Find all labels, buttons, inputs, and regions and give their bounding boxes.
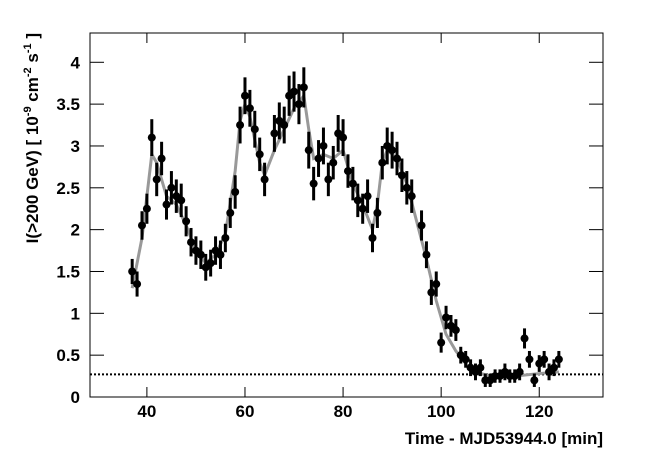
data-point — [152, 175, 161, 184]
data-point — [348, 179, 357, 188]
data-point — [427, 288, 436, 297]
data-point — [353, 196, 362, 205]
y-tick-label: 4 — [71, 53, 81, 72]
data-point — [451, 326, 460, 335]
y-tick-label: 0.5 — [56, 346, 80, 365]
y-label-text: I(>200 GeV) [ 10 — [23, 116, 42, 243]
data-point — [442, 313, 451, 322]
data-point — [363, 192, 372, 201]
x-tick-label: 100 — [427, 402, 455, 421]
data-point — [378, 158, 387, 167]
y-tick-label: 2 — [71, 221, 80, 240]
data-point — [162, 200, 171, 209]
data-point — [133, 280, 142, 289]
data-point — [515, 367, 524, 376]
x-axis-label: Time - MJD53944.0 [min] — [405, 429, 603, 448]
data-point — [314, 154, 323, 163]
data-point — [422, 250, 431, 259]
data-point — [437, 338, 446, 347]
y-tick-label: 2.5 — [56, 179, 80, 198]
x-tick-label: 60 — [236, 402, 255, 421]
data-point — [231, 187, 240, 196]
data-point — [407, 192, 416, 201]
plot-frame — [89, 32, 604, 398]
y-label-superscript: -9 — [22, 106, 34, 116]
data-point — [397, 171, 406, 180]
data-point — [549, 363, 558, 372]
data-point — [329, 158, 338, 167]
data-point — [525, 355, 534, 364]
data-point — [319, 141, 328, 150]
data-point — [147, 133, 156, 142]
data-point — [240, 91, 249, 100]
y-label-superscript: -2 — [22, 67, 34, 77]
data-point — [280, 121, 289, 130]
y-tick-label: 3 — [71, 137, 80, 156]
data-point — [226, 208, 235, 217]
data-point — [260, 175, 269, 184]
data-point — [373, 208, 382, 217]
data-point — [476, 363, 485, 372]
data-point — [221, 234, 230, 243]
y-label-text: cm — [23, 77, 42, 106]
data-point — [206, 259, 215, 268]
data-point — [309, 179, 318, 188]
data-point — [142, 204, 151, 213]
y-tick-label: 1.5 — [56, 262, 80, 281]
data-point — [167, 183, 176, 192]
data-point — [187, 238, 196, 247]
data-point — [554, 355, 563, 364]
data-point — [245, 104, 254, 113]
data-point — [128, 267, 137, 276]
data-point — [461, 355, 470, 364]
data-point — [177, 196, 186, 205]
x-tick-label: 40 — [137, 402, 156, 421]
data-point — [393, 154, 402, 163]
data-point — [290, 87, 299, 96]
data-point — [299, 83, 308, 92]
data-point — [358, 204, 367, 213]
data-point — [339, 133, 348, 142]
y-tick-label: 0 — [71, 388, 80, 407]
y-axis-label: I(>200 GeV) [ 10-9 cm-2 s-1 ] — [22, 33, 42, 243]
data-point — [270, 129, 279, 138]
y-label-text: s — [23, 53, 42, 67]
data-point — [304, 146, 313, 155]
data-point — [368, 234, 377, 243]
data-point — [540, 355, 549, 364]
x-tick-label: 80 — [334, 402, 353, 421]
data-point — [196, 250, 205, 259]
data-point — [388, 146, 397, 155]
y-tick-label: 1 — [71, 304, 80, 323]
data-point — [157, 154, 166, 163]
data-point — [294, 100, 303, 109]
data-point — [255, 150, 264, 159]
data-point — [520, 334, 529, 343]
data-point — [182, 217, 191, 226]
data-point — [530, 376, 539, 385]
data-point — [343, 167, 352, 176]
data-point — [324, 175, 333, 184]
data-point — [216, 250, 225, 259]
data-point — [236, 121, 245, 130]
data-point — [417, 221, 426, 230]
x-tick-label: 120 — [525, 402, 553, 421]
y-label-text: ] — [23, 33, 42, 43]
y-label-superscript: -1 — [22, 43, 34, 53]
data-point — [402, 183, 411, 192]
data-point — [137, 221, 146, 230]
data-point — [432, 280, 441, 289]
data-point — [250, 125, 259, 134]
y-tick-label: 3.5 — [56, 95, 80, 114]
